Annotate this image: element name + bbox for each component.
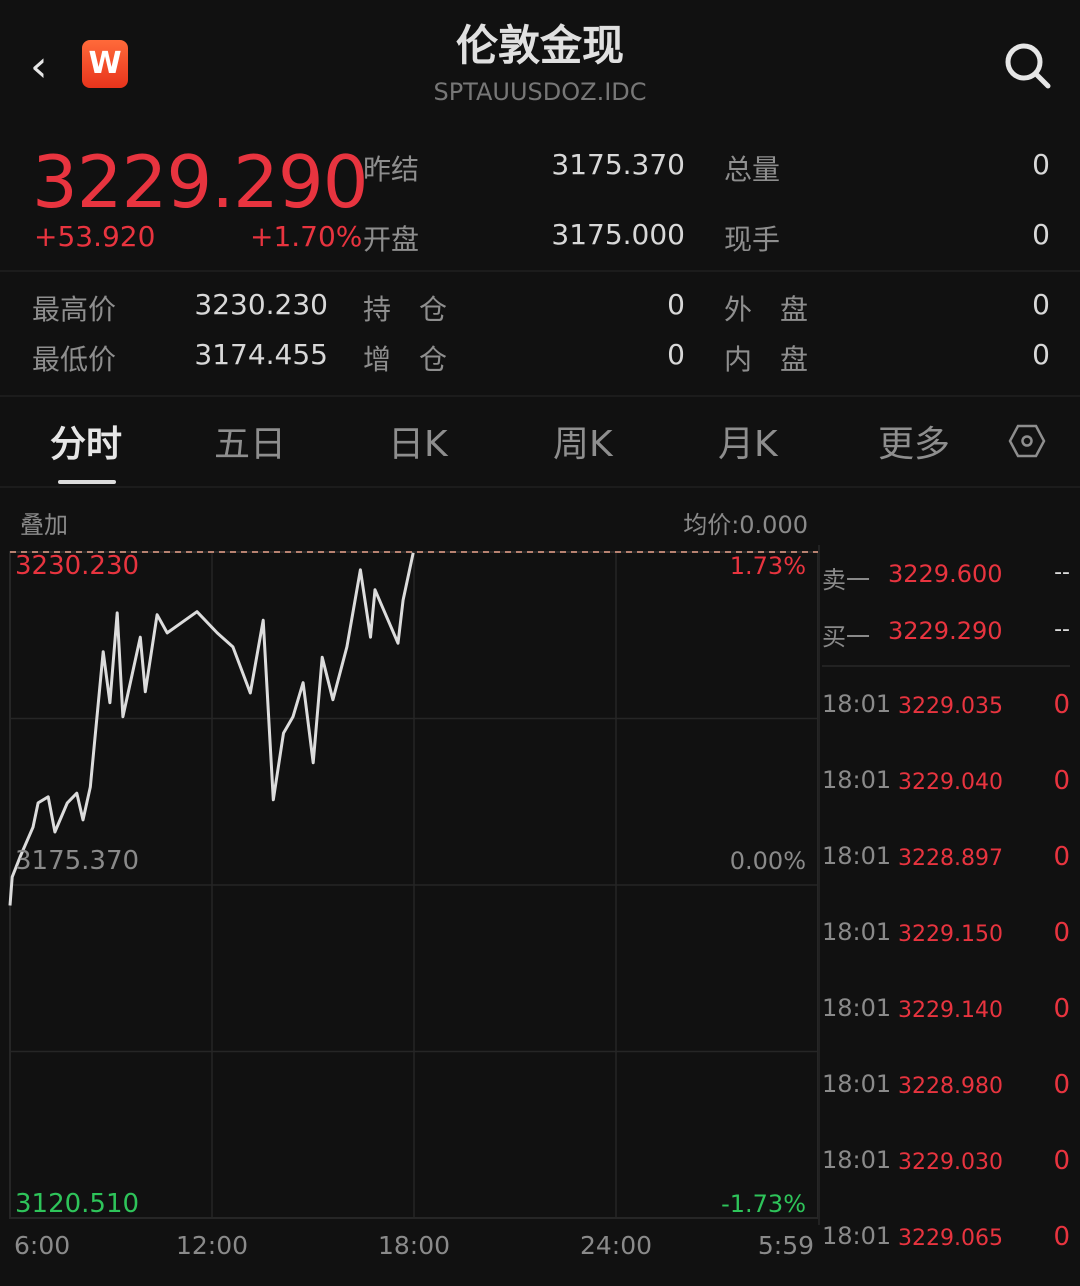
low-value: 3174.455 xyxy=(194,338,328,371)
price-change-pct: +1.70% xyxy=(250,220,363,253)
book-divider xyxy=(822,665,1070,667)
open-interest-value: 0 xyxy=(667,288,685,321)
tick-price: 3229.030 xyxy=(898,1150,1003,1175)
tab-weekly-k[interactable]: 周K xyxy=(553,424,613,465)
tick-time: 18:01 xyxy=(822,1070,892,1098)
tick-volume: 0 xyxy=(1053,766,1070,796)
tick-volume: 0 xyxy=(1053,842,1070,872)
x-axis-tick-label: 24:00 xyxy=(580,1231,652,1260)
last-price: 3229.290 xyxy=(32,140,369,224)
y-axis-label-left: 3230.230 xyxy=(15,551,139,581)
x-axis-tick-label: 5:59 xyxy=(758,1231,814,1260)
prev-settle-label: 昨结 xyxy=(363,153,420,186)
low-label: 最低价 xyxy=(32,343,117,376)
current-lot-label: 现手 xyxy=(724,223,781,256)
tab-five-day[interactable]: 五日 xyxy=(214,424,287,465)
chart-settings-button[interactable] xyxy=(1008,422,1046,464)
x-axis-tick-label: 18:00 xyxy=(378,1231,450,1260)
search-icon xyxy=(1005,43,1051,89)
order-book-volume: -- xyxy=(1054,617,1070,642)
outer-volume-label: 外 盘 xyxy=(724,293,809,326)
y-axis-label-right: -1.73% xyxy=(721,1190,806,1218)
active-tab-indicator xyxy=(58,480,116,484)
y-axis-label-right: 0.00% xyxy=(730,847,806,875)
avg-price-label: 均价:0.000 xyxy=(683,511,808,539)
order-book-price: 3229.600 xyxy=(888,560,1003,588)
high-label: 最高价 xyxy=(32,293,117,326)
inner-volume-label: 内 盘 xyxy=(724,343,809,376)
hexagon-settings-icon xyxy=(1008,424,1046,458)
instrument-code: SPTAUUSDOZ.IDC xyxy=(433,78,647,106)
tick-volume: 0 xyxy=(1053,994,1070,1024)
y-axis-label-left: 3120.510 xyxy=(15,1189,139,1219)
open-interest-label: 持 仓 xyxy=(363,293,448,326)
x-axis-tick-label: 12:00 xyxy=(176,1231,248,1260)
x-axis-tick-label: 6:00 xyxy=(14,1231,70,1260)
tick-time: 18:01 xyxy=(822,918,892,946)
tick-price: 3228.897 xyxy=(898,846,1003,871)
inner-volume-value: 0 xyxy=(1032,338,1050,371)
tick-time: 18:01 xyxy=(822,766,892,794)
intraday-chart[interactable]: 3230.230 3175.370 3120.510 1.73% 0.00% -1.73%… xyxy=(0,540,820,1286)
price-change: +53.920 xyxy=(34,220,156,253)
panel-divider xyxy=(818,545,820,1225)
tab-monthly-k[interactable]: 月K xyxy=(718,424,778,465)
page-title: 伦敦金现 xyxy=(455,21,624,70)
tick-volume: 0 xyxy=(1053,918,1070,948)
tick-price: 3229.065 xyxy=(898,1226,1003,1251)
tick-volume: 0 xyxy=(1053,1146,1070,1176)
tick-volume: 0 xyxy=(1053,1222,1070,1252)
tick-time: 18:01 xyxy=(822,994,892,1022)
open-label: 开盘 xyxy=(363,223,420,256)
app-logo[interactable]: W xyxy=(82,40,128,88)
total-volume-label: 总量 xyxy=(724,153,781,186)
order-book-volume: -- xyxy=(1054,560,1070,585)
outer-volume-value: 0 xyxy=(1032,288,1050,321)
y-axis-label-left: 3175.370 xyxy=(15,846,139,876)
tick-price: 3229.150 xyxy=(898,922,1003,947)
tab-more[interactable]: 更多 xyxy=(878,424,951,465)
back-button[interactable]: ‹ xyxy=(30,42,70,92)
tick-volume: 0 xyxy=(1053,1070,1070,1100)
tab-daily-k[interactable]: 日K xyxy=(388,424,448,465)
chevron-left-icon: ‹ xyxy=(30,41,48,92)
tick-time: 18:01 xyxy=(822,1222,892,1250)
search-button[interactable] xyxy=(1000,38,1056,94)
tick-price: 3229.040 xyxy=(898,770,1003,795)
tab-intraday[interactable]: 分时 xyxy=(50,424,123,465)
current-lot-value: 0 xyxy=(1032,218,1050,251)
prev-settle-value: 3175.370 xyxy=(551,148,685,181)
tick-time: 18:01 xyxy=(822,842,892,870)
order-book-label: 买一 xyxy=(822,623,870,651)
tick-time: 18:01 xyxy=(822,690,892,718)
tick-price: 3228.980 xyxy=(898,1074,1003,1099)
order-book-price: 3229.290 xyxy=(888,617,1003,645)
high-value: 3230.230 xyxy=(194,288,328,321)
order-book-label: 卖一 xyxy=(822,566,870,594)
y-axis-label-right: 1.73% xyxy=(730,552,806,580)
oi-change-value: 0 xyxy=(667,338,685,371)
tick-time: 18:01 xyxy=(822,1146,892,1174)
oi-change-label: 增 仓 xyxy=(363,343,448,376)
overlay-button[interactable]: 叠加 xyxy=(20,511,68,539)
tick-volume: 0 xyxy=(1053,690,1070,720)
tick-price: 3229.140 xyxy=(898,998,1003,1023)
total-volume-value: 0 xyxy=(1032,148,1050,181)
open-value: 3175.000 xyxy=(551,218,685,251)
tick-price: 3229.035 xyxy=(898,694,1003,719)
